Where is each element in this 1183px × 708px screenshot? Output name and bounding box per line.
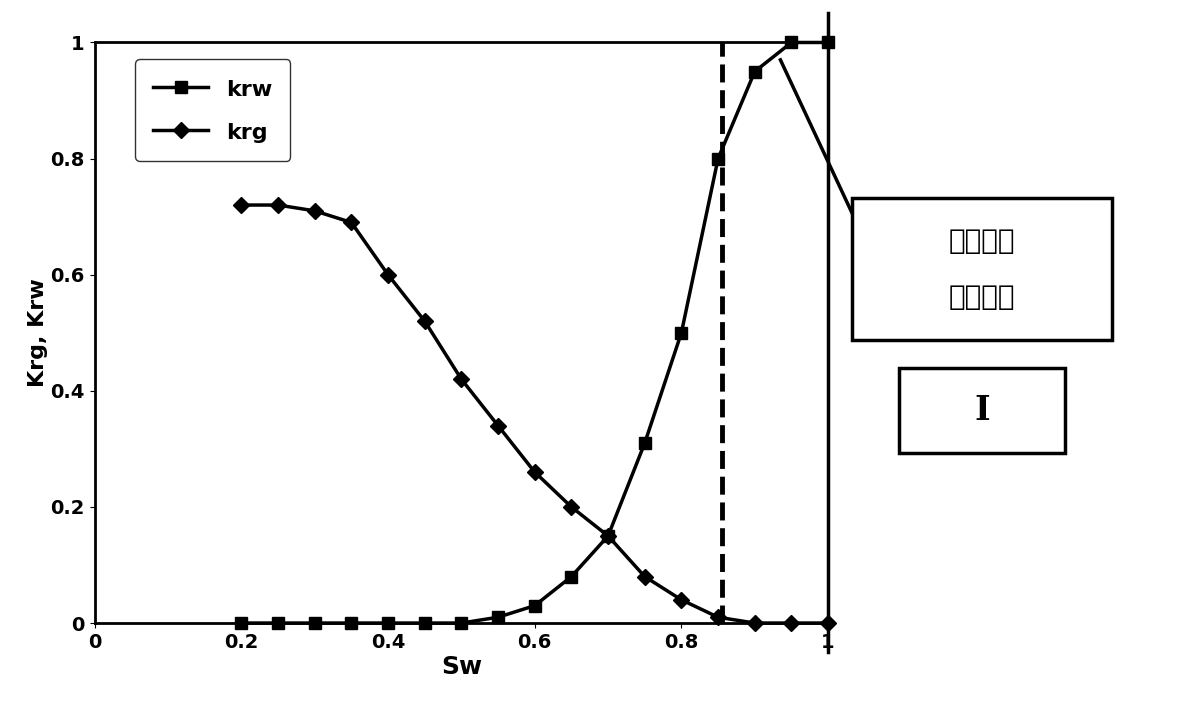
krw [564, 572, 578, 581]
krw [454, 619, 468, 627]
krg [674, 595, 689, 604]
Text: I: I [974, 394, 990, 427]
krg [344, 218, 358, 227]
krw [418, 619, 432, 627]
krg [601, 532, 615, 540]
krg [711, 613, 725, 622]
krg [234, 201, 248, 210]
krg [418, 317, 432, 326]
krw [748, 67, 762, 76]
krw [528, 601, 542, 610]
krw [638, 439, 652, 447]
krg [784, 619, 799, 627]
krw [821, 38, 835, 47]
X-axis label: Sw: Sw [441, 654, 481, 678]
krg [528, 468, 542, 476]
krg [491, 421, 505, 430]
krw [784, 38, 799, 47]
krw [601, 532, 615, 540]
Text: 单相水流: 单相水流 [949, 227, 1015, 255]
krw [271, 619, 285, 627]
Text: 动相渗区: 动相渗区 [949, 283, 1015, 312]
krg [638, 572, 652, 581]
krg [308, 207, 322, 215]
Line: krg: krg [235, 200, 834, 629]
krg [381, 270, 395, 279]
krg [821, 619, 835, 627]
krw [308, 619, 322, 627]
krw [381, 619, 395, 627]
krw [491, 613, 505, 622]
krw [674, 329, 689, 337]
Line: krw: krw [235, 36, 834, 629]
krg [748, 619, 762, 627]
krg [271, 201, 285, 210]
krg [564, 503, 578, 511]
Legend: krw, krg: krw, krg [135, 59, 290, 161]
krw [711, 154, 725, 163]
krg [454, 375, 468, 384]
krw [234, 619, 248, 627]
krw [344, 619, 358, 627]
Y-axis label: Krg, Krw: Krg, Krw [27, 278, 47, 387]
